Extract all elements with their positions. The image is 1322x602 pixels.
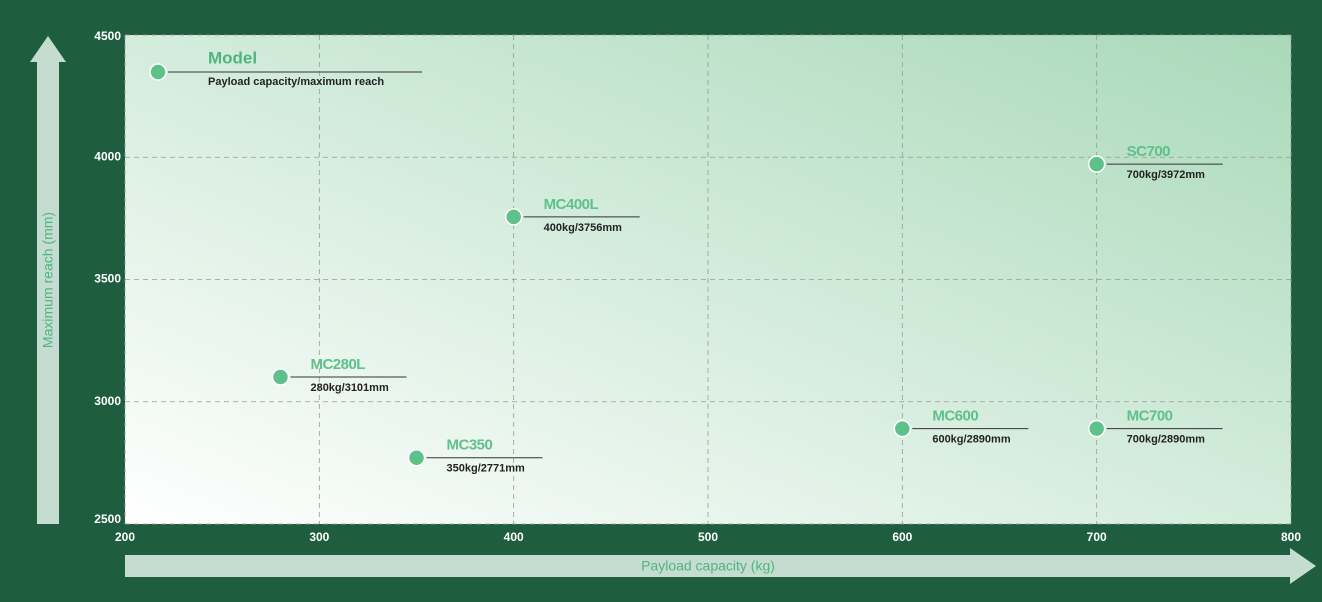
point-name: SC700 xyxy=(1127,143,1171,160)
y-tick-label: 3500 xyxy=(94,272,121,286)
x-axis-label: Payload capacity (kg) xyxy=(641,558,775,574)
x-tick-label: 500 xyxy=(698,530,718,544)
y-axis-arrow xyxy=(30,36,66,524)
y-tick-label: 3000 xyxy=(94,394,121,408)
value-label: 350kg/2771mm xyxy=(447,463,525,475)
value-label: 700kg/3972mm xyxy=(1127,169,1205,181)
point xyxy=(893,419,912,438)
x-tick-label: 200 xyxy=(115,530,135,544)
point-name: MC280L xyxy=(310,356,365,373)
y-axis-label: Maximum reach (mm) xyxy=(40,212,56,348)
y-tick-label: 2500 xyxy=(94,512,121,526)
point xyxy=(1087,419,1106,438)
value-label: 600kg/2890mm xyxy=(932,434,1010,446)
point-name: MC350 xyxy=(447,437,493,454)
value-label: 280kg/3101mm xyxy=(310,382,388,394)
y-tick-label: 4000 xyxy=(94,149,121,163)
point-name: MC600 xyxy=(932,408,978,425)
x-tick-label: 300 xyxy=(309,530,329,544)
point xyxy=(1087,155,1106,173)
point xyxy=(504,208,523,226)
point-name: MC400L xyxy=(544,196,599,213)
x-axis-arrow xyxy=(125,548,1316,584)
legend-marker xyxy=(149,63,167,81)
x-tick-label: 600 xyxy=(892,530,912,544)
value-label: 400kg/3756mm xyxy=(544,222,622,234)
y-tick-label: 4500 xyxy=(94,29,121,43)
point xyxy=(407,448,426,467)
x-tick-label: 700 xyxy=(1087,530,1107,544)
legend-subtitle: Payload capacity/maximum reach xyxy=(208,76,384,88)
x-tick-label: 400 xyxy=(504,530,524,544)
point-name: MC700 xyxy=(1127,408,1173,425)
point xyxy=(271,368,290,386)
x-tick-label: 800 xyxy=(1281,530,1301,544)
value-label: 700kg/2890mm xyxy=(1127,434,1205,446)
legend-title: Model xyxy=(208,48,257,67)
